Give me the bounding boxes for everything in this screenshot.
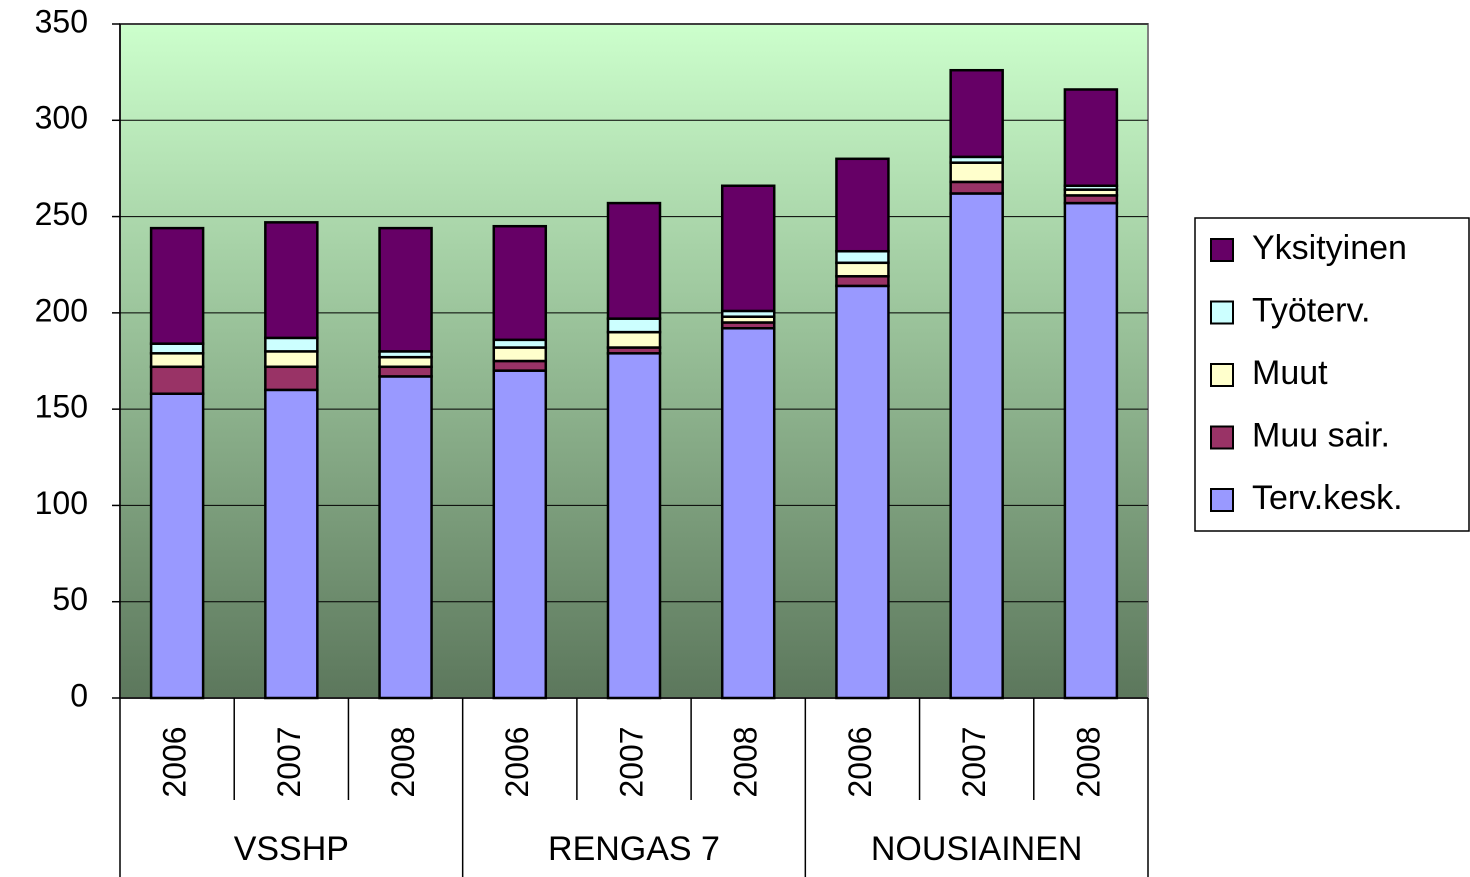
x-tick-label: 2008 [385,726,421,797]
y-tick-label: 0 [70,677,88,713]
bar-segment [264,221,319,340]
legend-label: Työterv. [1252,291,1370,329]
bar-segment [606,201,662,320]
legend-label: Terv.kesk. [1252,479,1403,517]
y-tick-label: 350 [35,3,88,39]
bar-segment [835,157,890,253]
bar-segment [949,180,1004,195]
bar-segment [835,261,890,278]
x-tick-label: 2006 [499,726,535,797]
y-tick-label: 100 [35,485,88,521]
bar-segment [149,365,205,395]
legend-swatch [1210,238,1234,262]
bar-segment [492,359,548,372]
bar-segment [835,275,890,288]
bar-segment [835,284,890,700]
bar-segment [378,365,433,378]
y-tick-label: 250 [35,196,88,232]
bar-segment [149,392,205,700]
bar-segment [949,161,1004,184]
bar-segment [149,342,205,355]
bar-segment [149,352,205,369]
bar-segment [149,226,205,345]
bar-segment [492,346,548,363]
bar-segment [1063,201,1119,700]
bar-segment [1063,88,1119,188]
y-tick-label: 50 [52,581,88,617]
bar-segment [378,375,433,700]
x-tick-label: 2007 [956,726,992,797]
group-label: RENGAS 7 [548,830,720,868]
legend [1194,217,1470,532]
y-tick-label: 200 [35,292,88,328]
bar-segment [264,336,319,353]
y-tick-label: 150 [35,389,88,425]
x-tick-label: 2006 [157,726,193,797]
legend-swatch [1210,363,1234,387]
x-tick-label: 2007 [613,726,649,797]
bar-segment [378,226,433,353]
legend-label: Yksityinen [1252,229,1407,267]
bar-segment [720,327,776,700]
x-tick-label: 2008 [728,726,764,797]
bar-segment [835,249,890,265]
group-label: NOUSIAINEN [871,830,1083,868]
bar-segment [492,224,548,342]
bar-segment [378,355,433,369]
legend-swatch [1210,488,1234,512]
bar-segment [264,365,319,392]
bar-segment [264,350,319,369]
bar-segment [606,330,662,349]
legend-label: Muut [1252,354,1328,392]
bar-segment [720,184,776,313]
group-label: VSSHP [234,830,349,868]
x-tick-label: 2007 [271,726,307,797]
bar-segment [492,369,548,700]
bar-segment [264,388,319,700]
legend-swatch [1210,300,1234,325]
bar-segment [949,192,1004,700]
x-tick-label: 2006 [842,726,878,797]
bar-segment [949,68,1004,159]
y-tick-label: 300 [35,100,88,136]
legend-swatch [1210,425,1234,450]
legend-label: Muu sair. [1252,416,1390,454]
bar-segment [606,352,662,700]
bar-segment [606,317,662,334]
x-tick-label: 2008 [1070,726,1106,797]
